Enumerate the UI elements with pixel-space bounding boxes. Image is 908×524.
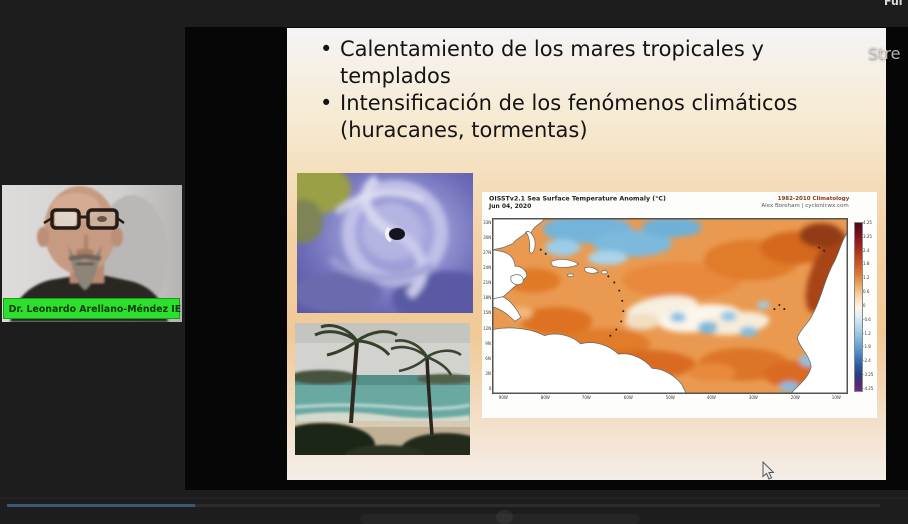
video-seek-bar[interactable] — [7, 504, 880, 507]
colorbar-tick: 0 — [863, 303, 866, 308]
lon-tick: 70W — [582, 395, 592, 400]
map-latitude-axis: 33N 30N 27N 24N 21N 18N 15N 12N 9N 6N 3N 0 — [479, 218, 491, 394]
lat-tick: 27N — [482, 250, 491, 256]
presentation-slide: Calentamiento de los mares tropicales y … — [287, 28, 886, 480]
colorbar-tick: 1.8 — [863, 262, 870, 267]
lon-tick: 50W — [665, 395, 675, 400]
lat-tick: 15N — [482, 311, 491, 316]
colorbar-tick: -2.4 — [863, 358, 871, 364]
map-date: Jun 04, 2020 — [489, 203, 532, 210]
hurricane-satellite-image — [297, 173, 473, 313]
lat-tick: 24N — [482, 265, 491, 271]
map-credit: Alex Boreham | cyclonicwx.com — [761, 202, 849, 209]
colorbar-tick: -0.6 — [863, 317, 871, 322]
lat-tick: 9N — [485, 341, 491, 346]
colorbar-tick: -1.8 — [863, 345, 871, 350]
lat-tick: 33N — [482, 220, 491, 225]
participant-video-tile[interactable]: Dr. Leonardo Arellano-Méndez IE... — [2, 185, 182, 322]
colorbar-tick: 3.25 — [863, 234, 872, 239]
colorbar-tick: -4.25 — [863, 386, 874, 391]
lat-tick: 12N — [482, 326, 491, 331]
screen-share-area: Calentamiento de los mares tropicales y … — [185, 27, 908, 490]
stream-watermark: Stre — [868, 44, 901, 63]
lon-tick: 80W — [540, 395, 550, 400]
lat-tick: 18N — [482, 295, 491, 301]
colorbar-tick: 0.6 — [863, 289, 870, 295]
participant-name-badge: Dr. Leonardo Arellano-Méndez IE... — [3, 298, 182, 319]
colorbar-tick: 1.2 — [863, 275, 870, 281]
mouse-cursor — [762, 461, 774, 480]
bottom-divider — [0, 498, 908, 499]
lat-tick: 21N — [482, 280, 491, 286]
lon-tick: 10W — [832, 395, 842, 400]
map-longitude-axis: 90W 80W 70W 60W 50W 40W 30W 20W 10W — [492, 396, 848, 406]
map-colorbar-ticks: 4.25 3.25 2.4 1.8 1.2 0.6 0 -0.6 -1.2 -1.8 -2.4 -3.… — [863, 218, 879, 394]
video-progress-fill — [7, 504, 195, 507]
colorbar-tick: -1.2 — [863, 331, 871, 336]
lon-tick: 20W — [790, 395, 800, 400]
player-button-hint[interactable] — [496, 510, 513, 524]
slide-bullet: Intensificación de los fenómenos climáti… — [318, 90, 804, 144]
beach-palms-image — [295, 323, 470, 455]
top-edge-partial-text: Ful — [884, 0, 903, 8]
lon-tick: 40W — [707, 395, 717, 400]
colorbar-tick: 2.4 — [863, 248, 870, 253]
participant-name-label: Dr. Leonardo Arellano-Méndez IE... — [8, 303, 182, 314]
lon-tick: 30W — [748, 395, 758, 400]
lon-tick: 60W — [623, 395, 633, 400]
map-title: OISSTv2.1 Sea Surface Temperature Anomal… — [489, 195, 666, 203]
lat-tick: 6N — [485, 356, 491, 361]
player-controls-hint[interactable] — [360, 514, 640, 524]
lon-tick: 90W — [498, 395, 508, 400]
colorbar-tick: -3.25 — [863, 372, 874, 378]
slide-bullet: Calentamiento de los mares tropicales y … — [318, 36, 804, 90]
map-climatology-label: 1982-2010 Climatology — [777, 195, 849, 202]
sst-map-panel: OISSTv2.1 Sea Surface Temperature Anomal… — [482, 192, 877, 418]
lat-tick: 0 — [488, 386, 491, 391]
sst-anomaly-heatmap — [492, 218, 848, 394]
slide-bullet-list: Calentamiento de los mares tropicales y … — [318, 36, 804, 144]
map-colorbar — [854, 222, 863, 392]
lat-tick: 3N — [485, 371, 491, 376]
lat-tick: 30N — [482, 235, 491, 241]
colorbar-tick: 4.25 — [863, 220, 872, 225]
